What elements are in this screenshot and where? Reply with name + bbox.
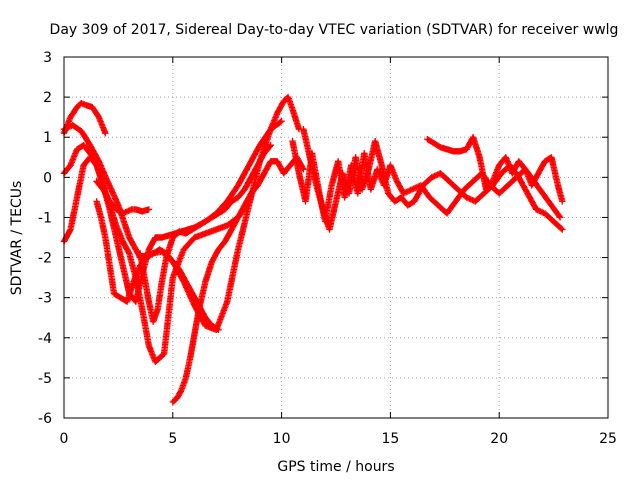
x-tick-label: 25 [599,431,617,447]
series-markers [424,134,566,205]
y-tick-label: -1 [38,210,52,226]
x-tick-label: 5 [168,431,177,447]
series-markers [169,154,307,406]
y-tick-label: 1 [43,130,52,146]
x-tick-label: 15 [381,431,399,447]
y-tick-label: 2 [43,90,52,106]
x-tick-label: 10 [273,431,291,447]
series-track-8 [169,154,307,406]
x-tick-label: 20 [490,431,508,447]
tick-labels: 0 5 10 15 20 25 -6 -5 -4 -3 -2 -1 0 1 2 3 [38,50,617,447]
chart-title: Day 309 of 2017, Sidereal Day-to-day VTE… [50,22,619,38]
series-track-11 [424,134,566,205]
y-tick-label: 0 [43,170,52,186]
y-tick-label: -5 [38,371,52,387]
series-markers [300,126,566,233]
series-markers [93,178,153,217]
y-tick-label: -6 [38,411,52,427]
series-track-7 [137,142,274,325]
y-axis-label: SDTVAR / TECUs [9,181,25,296]
x-axis-label: GPS time / hours [277,459,394,475]
y-tick-label: -3 [38,291,52,307]
series-track-10 [300,126,566,233]
data-points [60,93,566,406]
series-track-6 [93,178,153,217]
plot-frame [63,56,609,419]
y-tick-label: -2 [38,251,52,267]
series-markers [137,142,274,325]
x-tick-label: 0 [60,431,69,447]
y-tick-label: -4 [38,331,52,347]
y-tick-label: 3 [43,50,52,66]
